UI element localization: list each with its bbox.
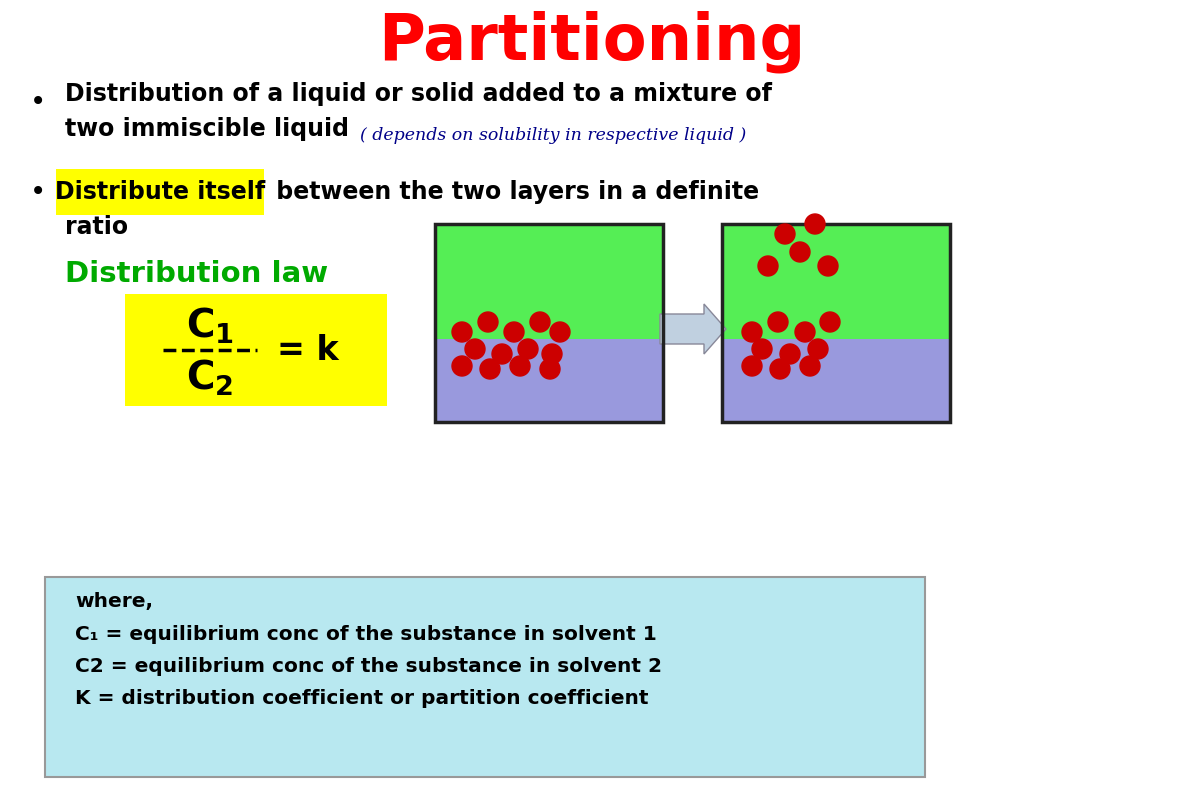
Circle shape xyxy=(790,242,810,262)
Circle shape xyxy=(465,339,485,359)
Circle shape xyxy=(752,339,772,359)
Circle shape xyxy=(493,344,511,364)
Circle shape xyxy=(452,356,472,376)
Circle shape xyxy=(510,356,530,376)
Circle shape xyxy=(768,312,789,332)
Text: ( depends on solubility in respective liquid ): ( depends on solubility in respective li… xyxy=(360,128,746,145)
Circle shape xyxy=(770,359,790,379)
Text: Distribute itself: Distribute itself xyxy=(54,180,265,204)
Circle shape xyxy=(821,312,839,332)
Circle shape xyxy=(805,214,825,234)
Text: •: • xyxy=(30,178,46,206)
FancyBboxPatch shape xyxy=(45,577,925,777)
Bar xyxy=(435,339,663,422)
Circle shape xyxy=(794,322,815,342)
Text: Partitioning: Partitioning xyxy=(379,11,805,73)
Bar xyxy=(435,224,663,339)
Bar xyxy=(435,224,663,422)
Circle shape xyxy=(742,322,762,342)
FancyArrow shape xyxy=(659,304,726,354)
Text: between the two layers in a definite: between the two layers in a definite xyxy=(268,180,759,204)
Circle shape xyxy=(530,312,551,332)
Circle shape xyxy=(551,322,570,342)
Circle shape xyxy=(742,356,762,376)
Text: ratio: ratio xyxy=(65,215,128,239)
FancyBboxPatch shape xyxy=(56,169,264,215)
Circle shape xyxy=(478,312,498,332)
Circle shape xyxy=(818,256,838,276)
Text: K = distribution coefficient or partition coefficient: K = distribution coefficient or partitio… xyxy=(75,688,649,707)
Circle shape xyxy=(542,344,562,364)
Text: •: • xyxy=(30,88,46,116)
Text: $\mathbf{C_2}$: $\mathbf{C_2}$ xyxy=(186,358,233,398)
Text: = k: = k xyxy=(277,333,339,367)
Text: two immiscible liquid: two immiscible liquid xyxy=(65,117,349,141)
Bar xyxy=(722,224,950,339)
Text: where,: where, xyxy=(75,592,153,611)
Circle shape xyxy=(780,344,800,364)
Circle shape xyxy=(776,224,794,244)
Bar xyxy=(722,339,950,422)
FancyBboxPatch shape xyxy=(126,294,387,406)
Circle shape xyxy=(480,359,500,379)
Circle shape xyxy=(800,356,821,376)
Circle shape xyxy=(807,339,828,359)
Circle shape xyxy=(504,322,525,342)
Circle shape xyxy=(758,256,778,276)
Bar xyxy=(722,224,950,422)
Text: C₁ = equilibrium conc of the substance in solvent 1: C₁ = equilibrium conc of the substance i… xyxy=(75,625,657,643)
Text: Distribution of a liquid or solid added to a mixture of: Distribution of a liquid or solid added … xyxy=(65,82,772,106)
Text: C2 = equilibrium conc of the substance in solvent 2: C2 = equilibrium conc of the substance i… xyxy=(75,657,662,676)
Text: Distribution law: Distribution law xyxy=(65,260,328,288)
Circle shape xyxy=(452,322,472,342)
Circle shape xyxy=(519,339,538,359)
Circle shape xyxy=(540,359,560,379)
Text: $\mathbf{C_1}$: $\mathbf{C_1}$ xyxy=(186,305,234,345)
